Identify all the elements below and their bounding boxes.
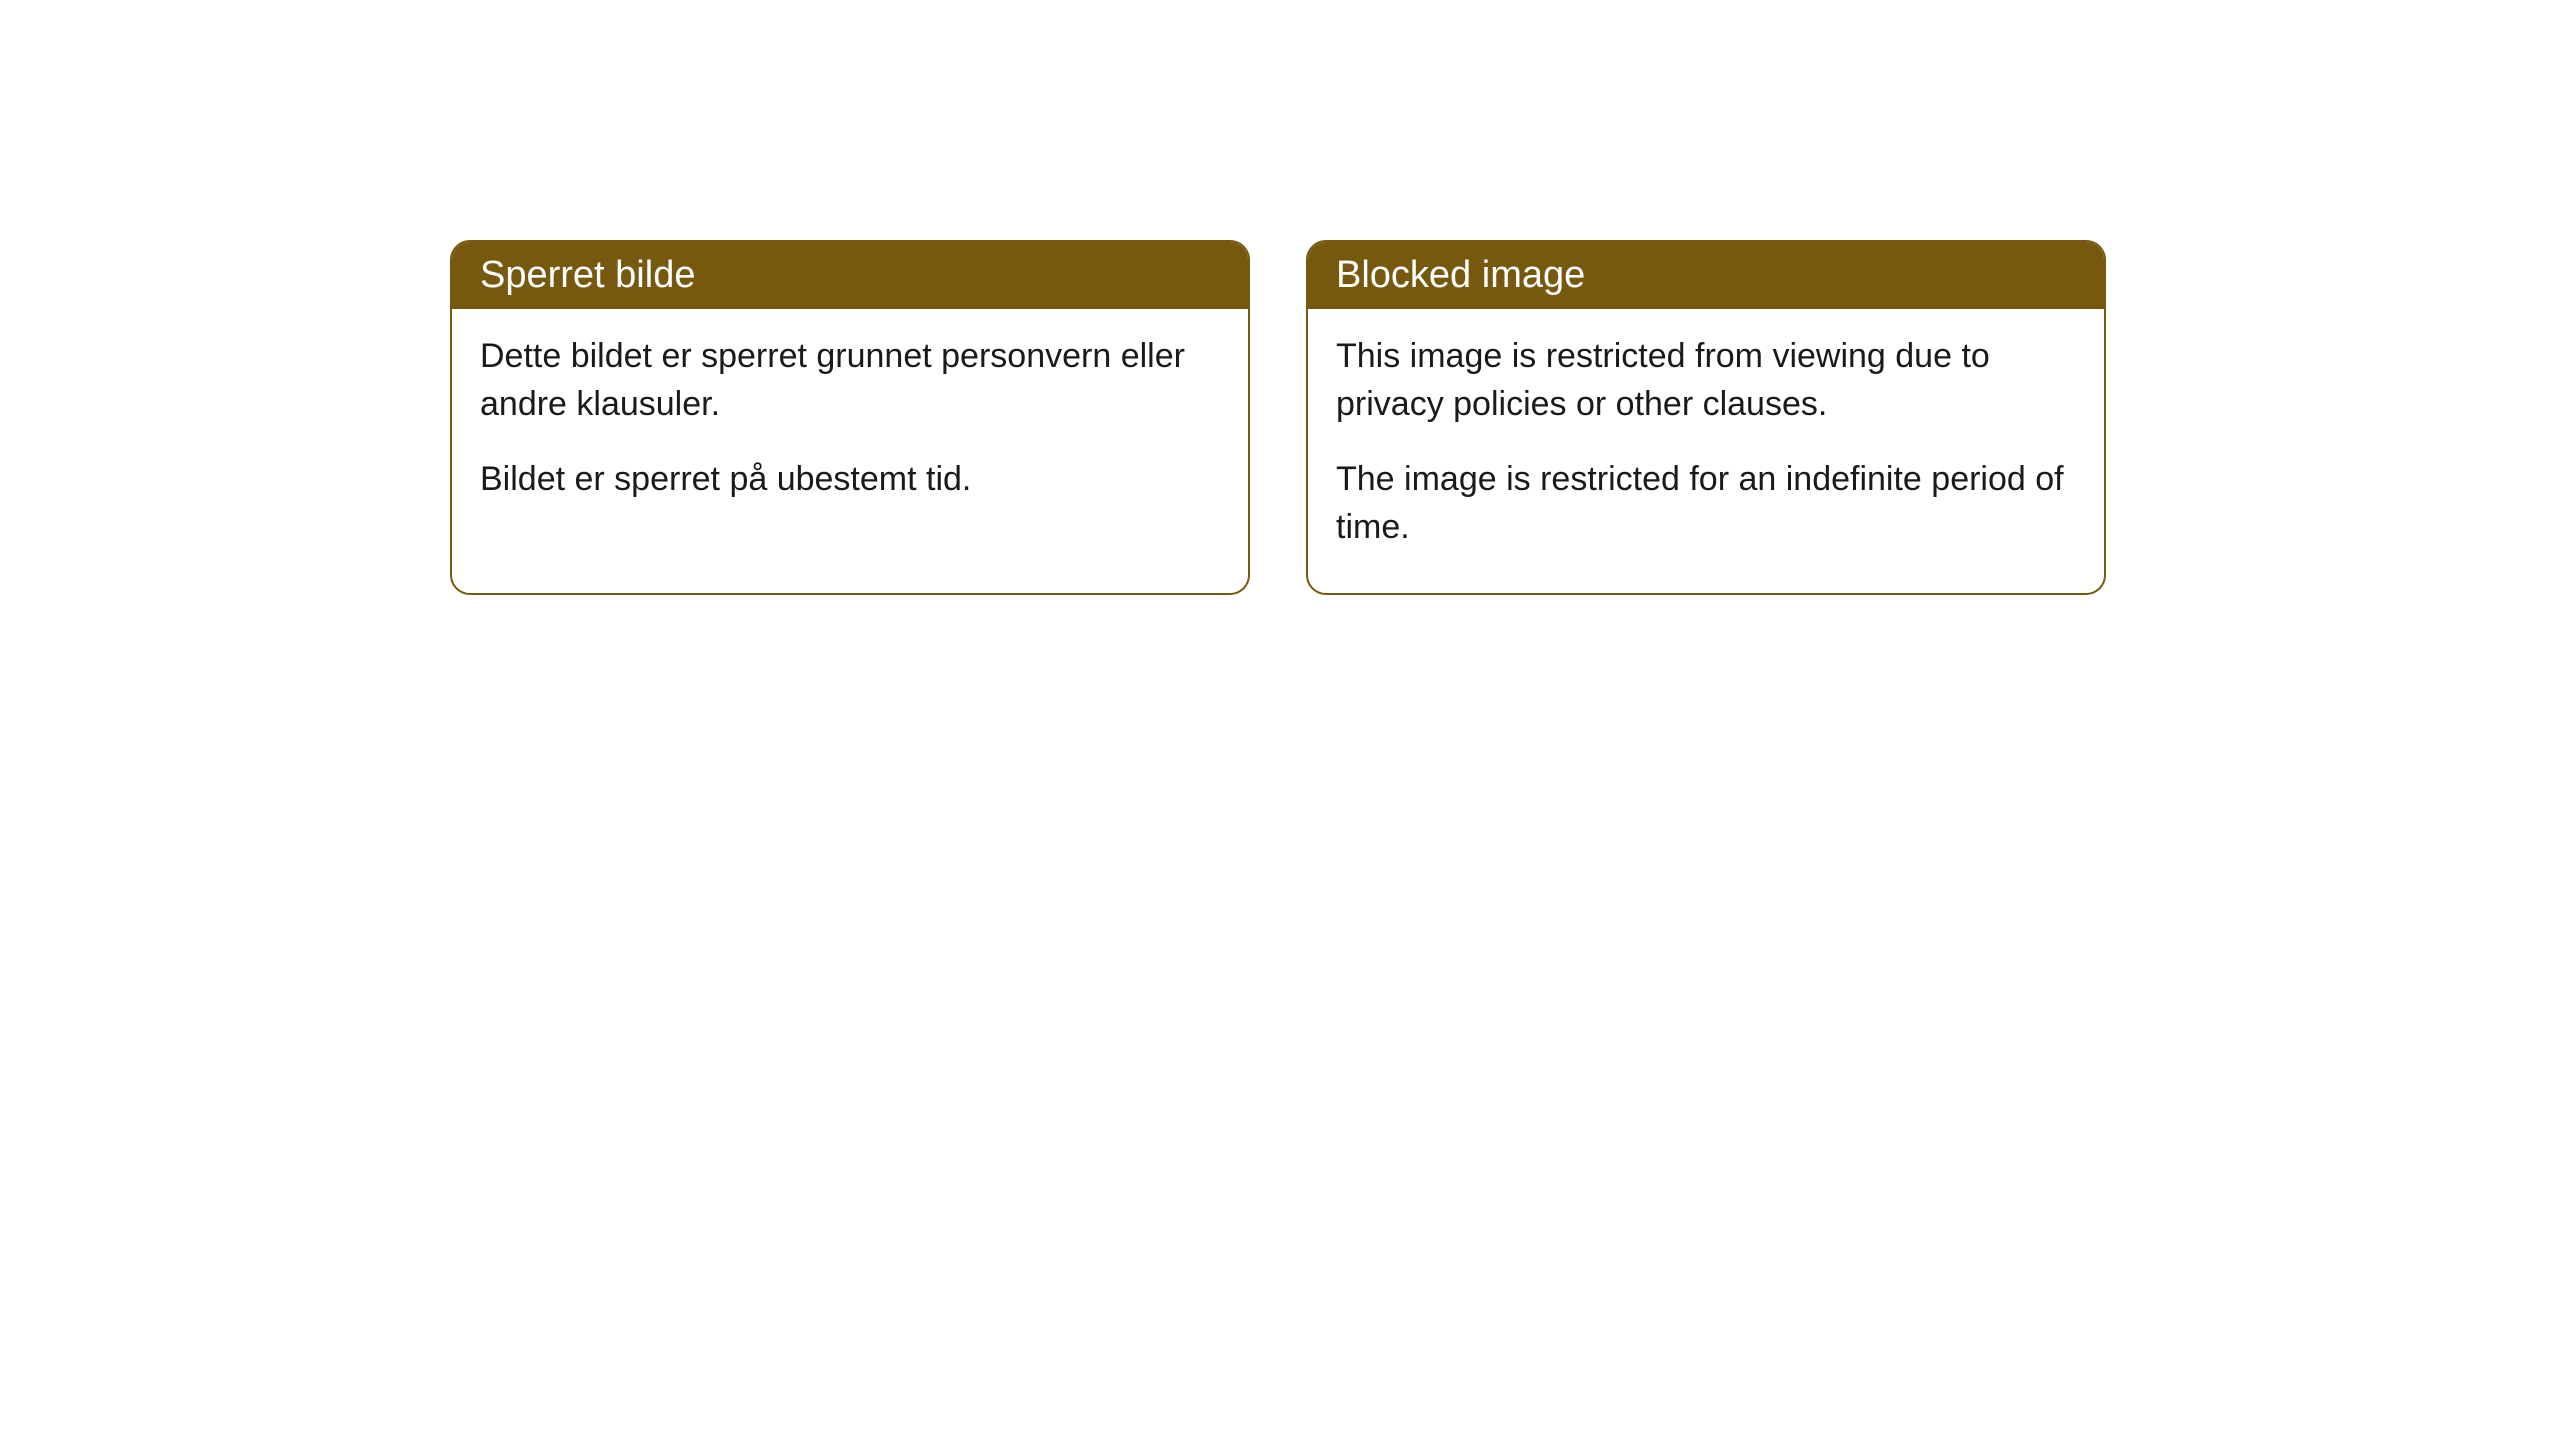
card-paragraph: This image is restricted from viewing du…: [1336, 333, 2076, 428]
blocked-image-card-en: Blocked image This image is restricted f…: [1306, 240, 2106, 595]
card-header: Blocked image: [1308, 242, 2104, 309]
card-title: Blocked image: [1336, 254, 1585, 296]
card-paragraph: Bildet er sperret på ubestemt tid.: [480, 456, 1220, 504]
card-title: Sperret bilde: [480, 254, 695, 296]
notice-cards-container: Sperret bilde Dette bildet er sperret gr…: [450, 240, 2560, 595]
card-body: Dette bildet er sperret grunnet personve…: [452, 309, 1248, 546]
card-paragraph: Dette bildet er sperret grunnet personve…: [480, 333, 1220, 428]
card-header: Sperret bilde: [452, 242, 1248, 309]
card-paragraph: The image is restricted for an indefinit…: [1336, 456, 2076, 551]
blocked-image-card-no: Sperret bilde Dette bildet er sperret gr…: [450, 240, 1250, 595]
card-body: This image is restricted from viewing du…: [1308, 309, 2104, 593]
